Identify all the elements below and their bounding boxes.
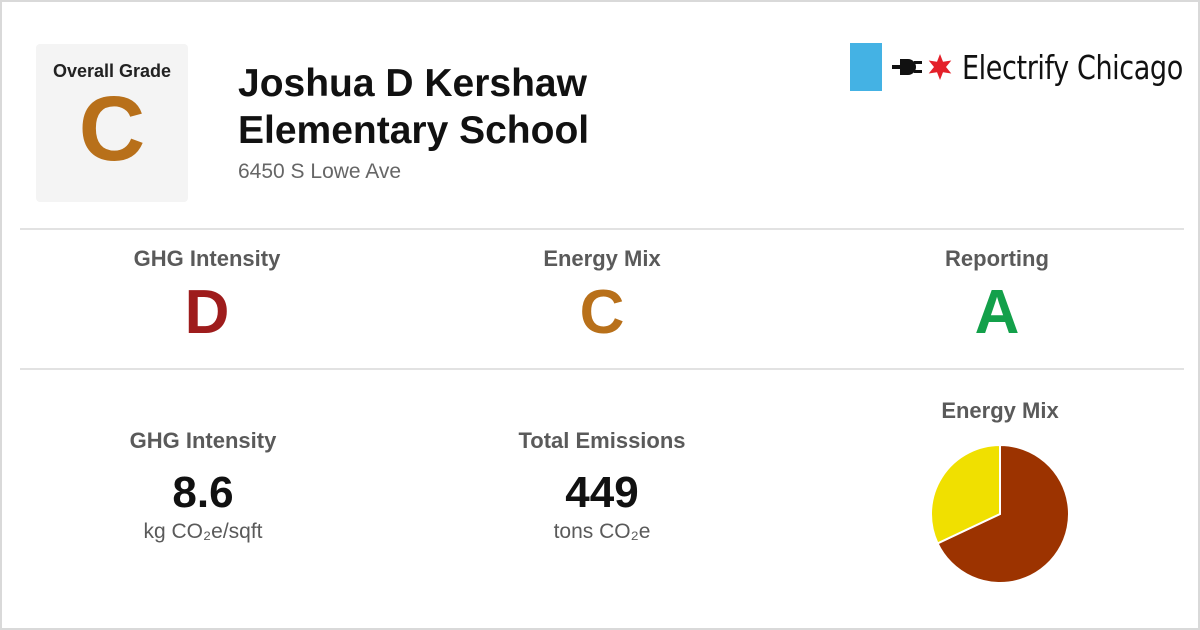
- energy-mix-chart: Energy Mix: [860, 398, 1140, 584]
- pie-slice-0: [936, 444, 1070, 584]
- plug-icon: [892, 59, 922, 75]
- building-title: Joshua D Kershaw Elementary School: [238, 60, 798, 154]
- grade-letter: A: [974, 278, 1020, 347]
- overall-grade-label: Overall Grade: [52, 61, 172, 81]
- divider-top: [20, 228, 1184, 230]
- grade-label: GHG Intensity: [133, 246, 281, 271]
- overall-grade-box: Overall Grade C: [36, 44, 188, 202]
- building-title-line1: Joshua D Kershaw: [238, 62, 587, 105]
- grade-reporting: Reporting A: [837, 246, 1157, 348]
- building-address: 6450 S Lowe Ave: [238, 160, 402, 183]
- stat-ghg-intensity: GHG Intensity 8.6 kg CO₂e/sqft: [43, 428, 363, 544]
- stat-label: GHG Intensity: [129, 428, 277, 453]
- stat-unit: tons CO₂e: [553, 520, 651, 543]
- divider-middle: [20, 368, 1184, 370]
- building-title-line2: Elementary School: [238, 109, 590, 152]
- overall-grade-letter: C: [78, 78, 146, 180]
- energy-mix-pie: [930, 444, 1070, 584]
- grade-energy-mix: Energy Mix C: [442, 246, 762, 348]
- stat-unit: kg CO₂e/sqft: [143, 520, 263, 543]
- stat-value: 449: [565, 468, 639, 517]
- electrify-chicago-logo[interactable]: Electrify Chicago: [850, 42, 1200, 92]
- flag-stripe-icon: [850, 43, 882, 91]
- stat-label: Total Emissions: [518, 428, 686, 453]
- stat-total-emissions: Total Emissions 449 tons CO₂e: [442, 428, 762, 544]
- brand-name: Electrify Chicago: [962, 47, 1183, 87]
- chicago-star-icon: [928, 54, 952, 80]
- grade-ghg-intensity: GHG Intensity D: [47, 246, 367, 348]
- chart-title: Energy Mix: [941, 398, 1059, 423]
- stat-value: 8.6: [172, 468, 234, 517]
- grade-label: Reporting: [945, 246, 1049, 271]
- grade-label: Energy Mix: [543, 246, 661, 271]
- pie-slice-1: [930, 444, 1001, 545]
- grade-letter: C: [579, 278, 625, 347]
- grade-letter: D: [184, 278, 230, 347]
